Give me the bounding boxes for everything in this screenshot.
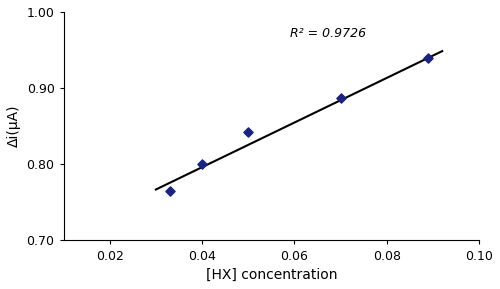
Point: [198, 162, 206, 166]
Point: [244, 129, 252, 134]
Y-axis label: Δi(μA): Δi(μA): [7, 105, 21, 147]
Point: [424, 55, 432, 60]
Point: [336, 96, 344, 100]
X-axis label: [HX] concentration: [HX] concentration: [206, 268, 337, 282]
Point: [166, 189, 173, 193]
Text: R² = 0.9726: R² = 0.9726: [290, 27, 366, 40]
